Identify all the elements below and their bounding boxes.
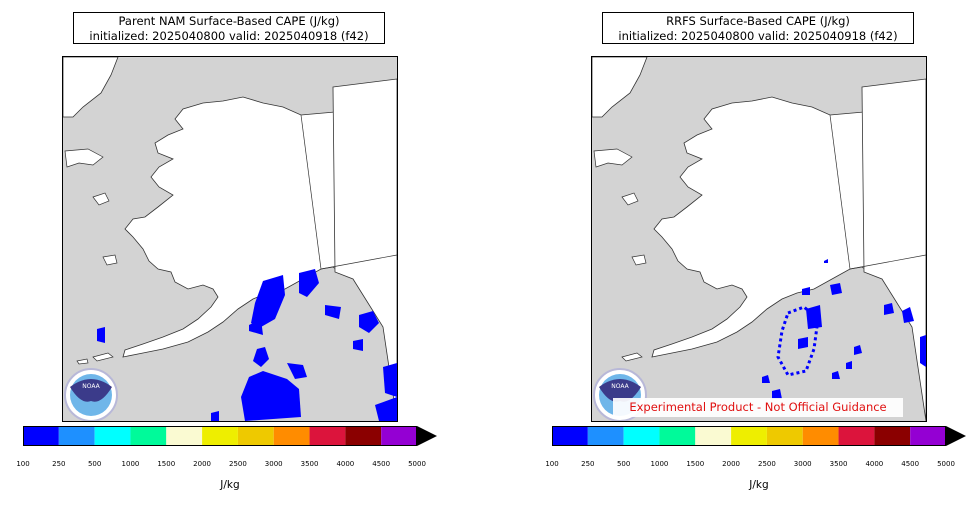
colorbar-tick-label: 2000 xyxy=(722,460,740,468)
alaska-land xyxy=(122,86,397,358)
colorbar-cell xyxy=(910,426,946,446)
colorbar-extend-arrow xyxy=(946,426,966,446)
rrfs-cape-field xyxy=(762,259,926,399)
noaa-logo-text: NOAA xyxy=(611,383,629,390)
noaa-logo: NOAA xyxy=(64,368,118,421)
colorbar-tick-label: 2500 xyxy=(228,460,247,468)
nam-colorbar-ticks: 100 250 500 1000 1500 2000 2500 3000 3500 4000 450… xyxy=(16,460,426,470)
colorbar-tick-label: 250 xyxy=(581,460,595,468)
nam-title-line1: Parent NAM Surface-Based CAPE (J/kg) xyxy=(118,14,340,28)
colorbar-tick-label: 4000 xyxy=(336,460,355,468)
nam-cape-field xyxy=(97,269,397,421)
nam-map: NOAA xyxy=(62,56,398,422)
colorbar-cell xyxy=(552,426,588,446)
rrfs-title-line1: RRFS Surface-Based CAPE (J/kg) xyxy=(666,14,850,28)
colorbar-tick-label: 1000 xyxy=(121,460,140,468)
colorbar-tick-label: 1500 xyxy=(157,460,176,468)
rrfs-colorbar-unit: J/kg xyxy=(749,479,769,491)
colorbar-cell xyxy=(345,426,382,446)
nam-colorbar-unit: J/kg xyxy=(220,479,240,491)
colorbar-tick-label: 2000 xyxy=(193,460,211,468)
colorbar-tick-label: 1500 xyxy=(686,460,705,468)
nam-panel: Parent NAM Surface-Based CAPE (J/kg) ini… xyxy=(16,12,437,491)
colorbar-cell xyxy=(381,426,417,446)
colorbar-tick-label: 3500 xyxy=(829,460,848,468)
colorbar-cell xyxy=(623,426,660,446)
nam-title: Parent NAM Surface-Based CAPE (J/kg) ini… xyxy=(73,12,385,44)
colorbar-tick-label: 2500 xyxy=(757,460,776,468)
nam-title-line2: initialized: 2025040800 valid: 202504091… xyxy=(89,29,369,43)
colorbar-cell xyxy=(58,426,95,446)
nam-colorbar xyxy=(23,426,437,446)
colorbar-tick-label: 4500 xyxy=(901,460,920,468)
rrfs-panel: RRFS Surface-Based CAPE (J/kg) initializ… xyxy=(529,0,980,506)
rrfs-map: NOAA xyxy=(591,56,927,422)
colorbar-tick-label: 5000 xyxy=(937,460,955,468)
rrfs-title-line2: initialized: 2025040800 valid: 202504091… xyxy=(618,29,898,43)
colorbar-cell xyxy=(237,426,274,446)
colorbar-cell xyxy=(23,426,59,446)
colorbar-cell xyxy=(202,426,238,446)
colorbar-tick-label: 500 xyxy=(616,460,631,468)
colorbar-tick-label: 3000 xyxy=(264,460,283,468)
colorbar-tick-label: 4500 xyxy=(372,460,391,468)
colorbar-extend-arrow xyxy=(417,426,437,446)
rrfs-title: RRFS Surface-Based CAPE (J/kg) initializ… xyxy=(602,12,914,44)
colorbar-cell xyxy=(766,426,803,446)
rrfs-colorbar xyxy=(552,426,966,446)
colorbar-cell xyxy=(94,426,131,446)
colorbar-tick-label: 500 xyxy=(87,460,102,468)
colorbar-cell xyxy=(802,426,839,446)
colorbar-tick-label: 250 xyxy=(52,460,66,468)
colorbar-cell xyxy=(874,426,911,446)
colorbar-tick-label: 3500 xyxy=(300,460,319,468)
colorbar-cell xyxy=(166,426,203,446)
colorbar-cell xyxy=(309,426,346,446)
colorbar-cell xyxy=(838,426,875,446)
colorbar-cell xyxy=(695,426,732,446)
colorbar-tick-label: 4000 xyxy=(865,460,884,468)
colorbar-tick-label: 100 xyxy=(16,460,30,468)
colorbar-cell xyxy=(731,426,767,446)
experimental-watermark: Experimental Product - Not Official Guid… xyxy=(613,398,903,417)
colorbar-tick-label: 5000 xyxy=(408,460,426,468)
colorbar-tick-label: 3000 xyxy=(793,460,812,468)
rrfs-colorbar-ticks: 100 250 500 1000 1500 2000 2500 3000 3500 4000 450… xyxy=(545,460,955,470)
chukotka-land xyxy=(63,57,119,118)
colorbar-cell xyxy=(659,426,696,446)
colorbar-cell xyxy=(587,426,624,446)
noaa-logo-text: NOAA xyxy=(82,383,100,390)
colorbar-cell xyxy=(273,426,310,446)
colorbar-tick-label: 1000 xyxy=(650,460,669,468)
colorbar-tick-label: 100 xyxy=(545,460,559,468)
colorbar-cell xyxy=(130,426,167,446)
